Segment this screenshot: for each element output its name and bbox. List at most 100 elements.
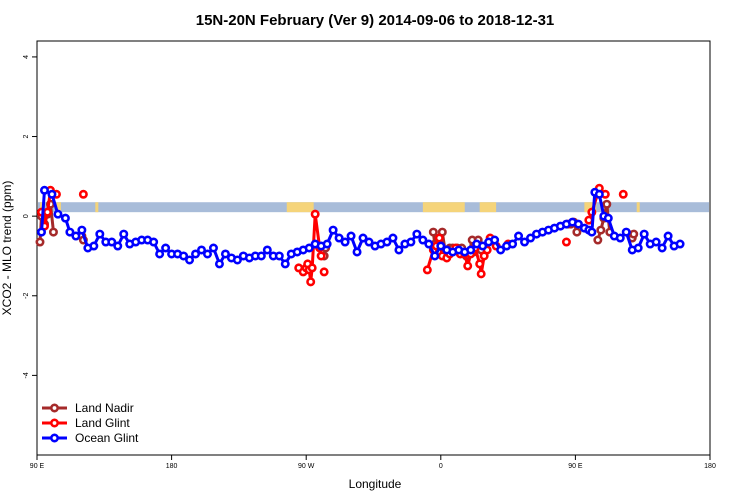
data-point [364, 237, 374, 247]
plot-area [36, 40, 711, 456]
y-tick-label: 0 [23, 214, 30, 218]
data-point [358, 233, 368, 243]
data-point [572, 227, 582, 237]
data-point [161, 243, 171, 253]
data-point [306, 277, 316, 287]
data-point [36, 227, 46, 237]
data-point [197, 245, 207, 255]
data-point [155, 249, 165, 259]
data-point [185, 255, 195, 265]
data-point [602, 199, 612, 209]
land-band-segment [422, 202, 465, 213]
data-point [478, 241, 488, 251]
legend-marker [49, 403, 59, 413]
data-point [663, 231, 673, 241]
legend-marker [49, 433, 59, 443]
data-point [496, 245, 506, 255]
data-point [113, 241, 123, 251]
data-point [208, 243, 218, 253]
data-point [593, 235, 603, 245]
y-tick-label: 4 [23, 55, 30, 59]
legend-label: Ocean Glint [75, 431, 139, 445]
data-point [107, 237, 117, 247]
data-point [47, 189, 57, 199]
x-tick-label: 180 [704, 463, 716, 470]
data-point [651, 237, 661, 247]
data-point [561, 237, 571, 247]
data-point [490, 235, 500, 245]
data-point [388, 233, 398, 243]
land-band-segment [56, 202, 61, 213]
data-point [77, 225, 87, 235]
data-point [39, 185, 49, 195]
data-point [618, 189, 628, 199]
legend-label: Land Glint [75, 416, 130, 430]
data-point [340, 237, 350, 247]
land-band-segment [39, 202, 43, 213]
data-point [89, 241, 99, 251]
data-point [65, 227, 75, 237]
legend-label: Land Nadir [75, 401, 134, 415]
data-point [430, 251, 440, 261]
data-point [475, 259, 485, 269]
data-point [436, 241, 446, 251]
x-tick-label: 0 [439, 463, 443, 470]
data-point [202, 249, 212, 259]
data-point [149, 237, 159, 247]
x-tick-label: 180 [166, 463, 178, 470]
land-band-segment [479, 202, 497, 213]
data-point [319, 267, 329, 277]
x-tick-label: 90 E [30, 463, 45, 470]
data-point [316, 251, 326, 261]
data-point [322, 239, 332, 249]
data-point [594, 189, 604, 199]
data-point [60, 213, 70, 223]
data-point [307, 263, 317, 273]
data-point [463, 261, 473, 271]
data-point [274, 251, 284, 261]
y-tick-label: -4 [23, 372, 30, 378]
surface-band [38, 202, 709, 213]
data-point [220, 249, 230, 259]
data-point [179, 251, 189, 261]
data-point [639, 229, 649, 239]
land-band-segment [286, 202, 314, 213]
data-point [191, 249, 201, 259]
data-point [596, 225, 606, 235]
data-point [95, 229, 105, 239]
data-point [334, 233, 344, 243]
data-point [418, 235, 428, 245]
data-point [424, 239, 434, 249]
data-point [119, 229, 129, 239]
data-point [71, 231, 81, 241]
axes: 90 E 180 90 W 0 90 E 180 -4 -2 0 2 4 [23, 55, 716, 470]
data-point [328, 225, 338, 235]
data-point [394, 245, 404, 255]
y-axis-title: XCO2 - MLO trend (ppm) [0, 181, 14, 316]
chart-title: 15N-20N February (Ver 9) 2014-09-06 to 2… [196, 12, 555, 29]
data-point [508, 239, 518, 249]
data-point [310, 209, 320, 219]
data-point [346, 231, 356, 241]
data-point [262, 245, 272, 255]
plot-border [36, 40, 711, 456]
data-point [280, 259, 290, 269]
y-tick-label: -2 [23, 293, 30, 299]
data-point [615, 233, 625, 243]
x-tick-label: 90 E [568, 463, 583, 470]
data-point [621, 227, 631, 237]
data-point [382, 237, 392, 247]
data-point [352, 247, 362, 257]
data-point [304, 243, 314, 253]
data-point [53, 209, 63, 219]
data-point [256, 251, 266, 261]
x-tick-label: 90 W [298, 463, 315, 470]
data-point [466, 245, 476, 255]
data-point [573, 219, 583, 229]
data-point [232, 255, 242, 265]
ocean-band [38, 202, 709, 213]
data-point [657, 243, 667, 253]
data-point [35, 237, 45, 247]
land-band-segment [636, 202, 640, 213]
